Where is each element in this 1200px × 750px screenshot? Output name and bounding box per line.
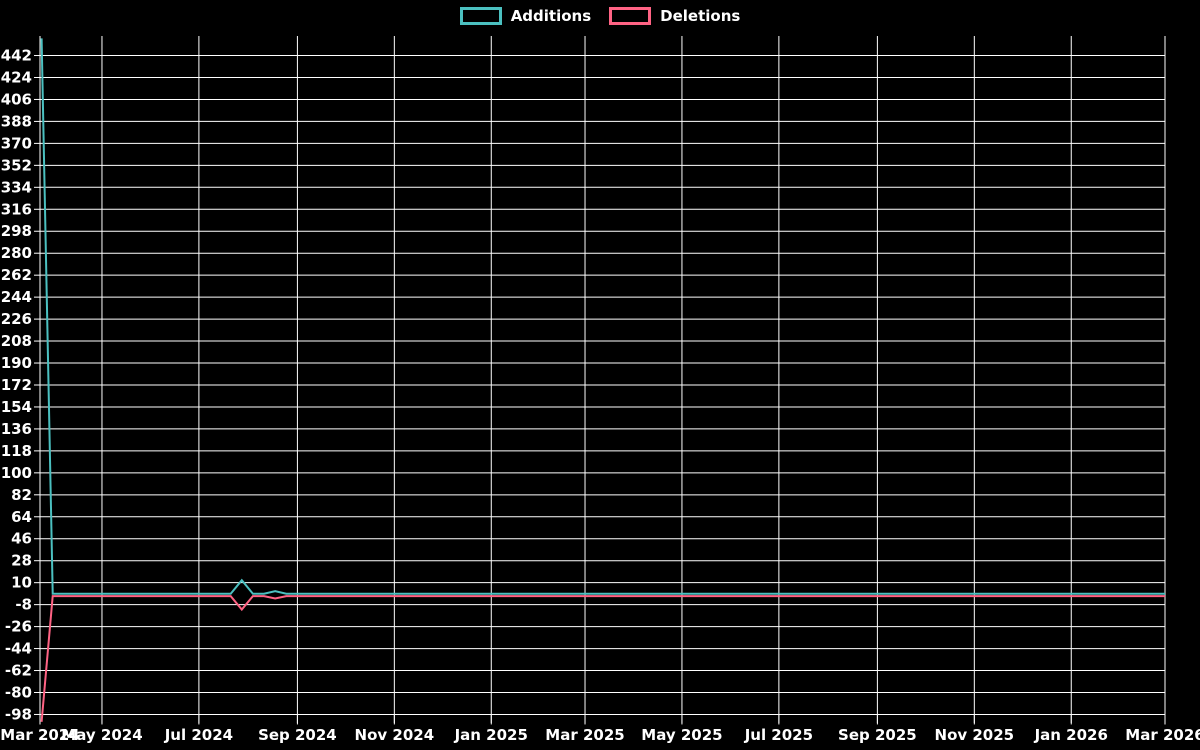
additions-line bbox=[40, 38, 1165, 595]
y-axis-label: 136 bbox=[1, 420, 32, 438]
y-axis-label: 10 bbox=[11, 574, 32, 592]
y-axis-label: 316 bbox=[1, 200, 32, 218]
y-axis-label: -26 bbox=[5, 618, 32, 636]
y-axis-label: 28 bbox=[11, 552, 32, 570]
y-axis-label: 172 bbox=[1, 376, 32, 394]
legend-label-additions: Additions bbox=[510, 7, 592, 25]
y-axis-label: 118 bbox=[1, 442, 32, 460]
y-axis-label: 244 bbox=[1, 288, 32, 306]
x-axis-label: Mar 2026 bbox=[1125, 726, 1200, 744]
deletions-swatch-icon bbox=[609, 7, 652, 25]
y-axis-label: 46 bbox=[11, 530, 32, 548]
x-axis-label: Jul 2024 bbox=[164, 726, 233, 744]
y-axis-label: 226 bbox=[1, 310, 32, 328]
y-axis-label: 406 bbox=[1, 90, 32, 108]
y-axis-label: -80 bbox=[5, 683, 32, 701]
x-axis-label: Jan 2025 bbox=[454, 726, 528, 744]
y-axis-label: 280 bbox=[1, 244, 32, 262]
y-axis-label: 82 bbox=[11, 486, 32, 504]
y-axis-label: 208 bbox=[1, 332, 32, 350]
y-axis-label: 388 bbox=[1, 112, 32, 130]
y-axis-label: 100 bbox=[1, 464, 32, 482]
y-axis-label: 424 bbox=[1, 68, 32, 86]
x-axis-label: Nov 2025 bbox=[935, 726, 1015, 744]
x-axis-label: Jul 2025 bbox=[744, 726, 813, 744]
legend-item-deletions[interactable]: Deletions bbox=[609, 7, 740, 25]
x-axis-label: Mar 2025 bbox=[545, 726, 624, 744]
y-axis-label: -8 bbox=[15, 596, 32, 614]
legend-label-deletions: Deletions bbox=[660, 7, 741, 25]
y-axis-label: 64 bbox=[11, 508, 32, 526]
y-axis-label: 154 bbox=[1, 398, 32, 416]
y-axis-label: -44 bbox=[5, 640, 32, 658]
y-axis-label: -98 bbox=[5, 705, 32, 723]
y-axis-label: 442 bbox=[1, 47, 32, 65]
y-axis-label: 334 bbox=[1, 178, 32, 196]
chart-legend: Additions Deletions bbox=[0, 7, 1200, 25]
y-axis-label: 262 bbox=[1, 266, 32, 284]
y-axis-label: 352 bbox=[1, 156, 32, 174]
x-axis-label: Sep 2024 bbox=[258, 726, 337, 744]
x-axis-label: May 2024 bbox=[61, 726, 142, 744]
y-axis-label: 370 bbox=[1, 134, 32, 152]
y-axis-label: 298 bbox=[1, 222, 32, 240]
x-axis-label: Mar 2024 bbox=[0, 726, 79, 744]
x-axis-label: Jan 2026 bbox=[1034, 726, 1108, 744]
additions-swatch-icon bbox=[459, 7, 502, 25]
y-axis-label: -62 bbox=[5, 662, 32, 680]
deletions-line bbox=[40, 595, 1165, 722]
x-axis-label: May 2025 bbox=[641, 726, 722, 744]
x-axis-label: Sep 2025 bbox=[838, 726, 917, 744]
x-axis-label: Nov 2024 bbox=[355, 726, 435, 744]
y-axis-label: 190 bbox=[1, 354, 32, 372]
legend-item-additions[interactable]: Additions bbox=[459, 7, 592, 25]
